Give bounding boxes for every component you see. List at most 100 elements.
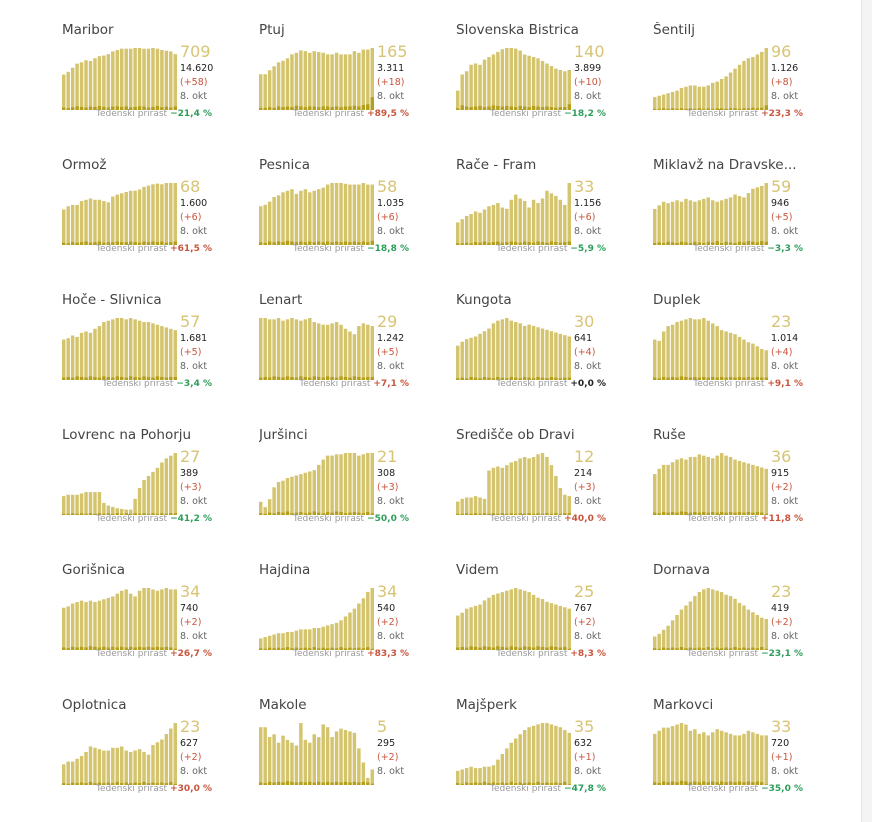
new-cases-bar bbox=[357, 376, 361, 380]
municipality-card[interactable]: Miklavž na Dravske... 59 946 (+5) 8. okt Tede… bbox=[653, 157, 838, 277]
active-cases-bar bbox=[746, 730, 751, 785]
new-cases-bar bbox=[728, 242, 733, 245]
new-cases-bar bbox=[724, 512, 728, 515]
municipality-card[interactable]: Ormož 68 1.600 (+6) 8. okt Tedenski prirast +6… bbox=[62, 157, 247, 277]
active-cases-bar bbox=[657, 205, 661, 245]
active-cases-bar bbox=[500, 467, 505, 515]
active-cases-bar bbox=[684, 319, 688, 380]
new-cases-bar bbox=[464, 106, 469, 110]
daily-change: (+2) bbox=[771, 617, 793, 628]
new-cases-bar bbox=[137, 783, 142, 785]
active-cases-bar bbox=[469, 214, 473, 245]
municipality-card[interactable]: Hoče - Slivnica 57 1.681 (+5) 8. okt Tedenski… bbox=[62, 292, 247, 412]
new-cases-bar bbox=[169, 513, 173, 515]
new-cases-bar bbox=[120, 646, 124, 650]
municipality-card[interactable]: Juršinci 21 308 (+3) 8. okt Tedenski prirast −… bbox=[259, 427, 444, 547]
new-cases-bar bbox=[267, 647, 272, 650]
new-cases-bar bbox=[746, 376, 751, 380]
active-cases-bar bbox=[666, 625, 670, 650]
active-cases-bar bbox=[728, 72, 733, 110]
active-cases-bar bbox=[290, 318, 294, 380]
municipality-card[interactable]: Ptuj 165 3.311 (+18) 8. okt Tedenski prirast +… bbox=[259, 22, 444, 142]
new-cases-bar bbox=[294, 105, 299, 110]
new-cases-bar bbox=[272, 513, 276, 515]
active-cases-bar bbox=[684, 459, 688, 515]
municipality-card[interactable]: Gorišnica 34 740 (+2) 8. okt Tedenski prirast… bbox=[62, 562, 247, 682]
active-cases-bar bbox=[106, 54, 111, 110]
municipality-card[interactable]: Središče ob Dravi 12 214 (+3) 8. okt Tedenski… bbox=[456, 427, 641, 547]
active-cases-bar bbox=[460, 219, 464, 245]
active-cases-bar bbox=[66, 761, 70, 785]
active-cases-bar bbox=[357, 326, 361, 380]
new-cases-bar bbox=[679, 241, 684, 245]
active-cases-bar bbox=[294, 193, 299, 245]
new-cases-bar bbox=[164, 242, 169, 245]
municipality-card[interactable]: Lovrenc na Pohorju 27 389 (+3) 8. okt Tedensk… bbox=[62, 427, 247, 547]
new-cases-bar bbox=[343, 648, 348, 650]
active-cases-bar bbox=[563, 607, 567, 650]
active-cases-value: 23 bbox=[180, 717, 201, 736]
active-cases-bar bbox=[137, 189, 142, 245]
municipality-card[interactable]: Ruše 36 915 (+2) 8. okt Tedenski prirast +11,8… bbox=[653, 427, 838, 547]
active-cases-bar bbox=[563, 730, 567, 785]
municipality-card[interactable]: Slovenska Bistrica 140 3.899 (+10) 8. okt Ted… bbox=[456, 22, 641, 142]
new-cases-bar bbox=[62, 513, 66, 515]
daily-change: (+3) bbox=[377, 482, 399, 493]
weekly-growth-value: +8,3 % bbox=[570, 649, 606, 659]
municipality-name: Središče ob Dravi bbox=[456, 427, 575, 443]
active-cases-bar bbox=[79, 62, 84, 110]
active-cases-bar bbox=[272, 734, 276, 785]
new-cases-bar bbox=[169, 781, 173, 785]
municipality-card[interactable]: Duplek 23 1.014 (+4) 8. okt Tedenski prirast +… bbox=[653, 292, 838, 412]
new-cases-bar bbox=[693, 512, 697, 515]
scrollbar[interactable] bbox=[861, 0, 872, 822]
new-cases-bar bbox=[93, 783, 97, 785]
new-cases-bar bbox=[357, 242, 361, 245]
new-cases-bar bbox=[760, 512, 764, 515]
active-cases-bar bbox=[554, 475, 558, 515]
new-cases-bar bbox=[711, 512, 715, 515]
date-label: 8. okt bbox=[771, 496, 799, 507]
new-cases-bar bbox=[706, 646, 710, 650]
new-cases-bar bbox=[339, 242, 343, 245]
municipality-card[interactable]: Kungota 30 641 (+4) 8. okt Tedenski prirast +0… bbox=[456, 292, 641, 412]
municipality-card[interactable]: Rače - Fram 33 1.156 (+6) 8. okt Tedenski pri… bbox=[456, 157, 641, 277]
new-cases-bar bbox=[290, 648, 294, 650]
active-cases-bar bbox=[70, 761, 75, 785]
municipality-card[interactable]: Lenart 29 1.242 (+5) 8. okt Tedenski prirast +… bbox=[259, 292, 444, 412]
new-cases-bar bbox=[370, 240, 374, 245]
active-cases-bar bbox=[764, 350, 768, 380]
active-cases-bar bbox=[357, 455, 361, 515]
active-cases-bar bbox=[317, 737, 321, 785]
active-cases-bar bbox=[366, 49, 370, 110]
municipality-card[interactable]: Oplotnica 23 627 (+2) 8. okt Tedenski prirast… bbox=[62, 697, 247, 817]
municipality-card[interactable]: Pesnica 58 1.035 (+6) 8. okt Tedenski prirast… bbox=[259, 157, 444, 277]
active-cases-bar bbox=[527, 207, 531, 245]
municipality-card[interactable]: Markovci 33 720 (+1) 8. okt Tedenski prirast −… bbox=[653, 697, 838, 817]
active-cases-bar bbox=[339, 183, 343, 245]
municipality-card[interactable]: Maribor 709 14.620 (+58) 8. okt Tedenski prir… bbox=[62, 22, 247, 142]
municipality-card[interactable]: Majšperk 35 632 (+1) 8. okt Tedenski prirast −… bbox=[456, 697, 641, 817]
municipality-card[interactable]: Videm 25 767 (+2) 8. okt Tedenski prirast +8,3… bbox=[456, 562, 641, 682]
active-cases-bar bbox=[169, 51, 173, 110]
new-cases-bar bbox=[164, 646, 169, 650]
active-cases-bar bbox=[339, 324, 343, 380]
active-cases-bar bbox=[312, 470, 316, 515]
new-cases-bar bbox=[357, 647, 361, 650]
municipality-name: Juršinci bbox=[259, 427, 308, 443]
active-cases-bar bbox=[697, 319, 702, 380]
municipality-card[interactable]: Šentilj 96 1.126 (+8) 8. okt Tedenski prirast… bbox=[653, 22, 838, 142]
new-cases-bar bbox=[352, 376, 357, 380]
new-cases-bar bbox=[653, 782, 657, 785]
municipality-card[interactable]: Hajdina 34 540 (+2) 8. okt Tedenski prirast +8… bbox=[259, 562, 444, 682]
active-cases-bar bbox=[536, 327, 540, 380]
new-cases-bar bbox=[697, 782, 702, 785]
municipality-card[interactable]: Dornava 23 419 (+2) 8. okt Tedenski prirast −2… bbox=[653, 562, 838, 682]
active-cases-bar bbox=[755, 54, 760, 110]
active-cases-bar bbox=[294, 745, 299, 785]
sparkline-chart bbox=[259, 318, 374, 380]
active-cases-bar bbox=[308, 52, 312, 110]
cumulative-cases: 1.014 bbox=[771, 333, 799, 344]
active-cases-bar bbox=[464, 215, 469, 245]
municipality-card[interactable]: Makole 5 295 (+2) 8. okt bbox=[259, 697, 444, 817]
